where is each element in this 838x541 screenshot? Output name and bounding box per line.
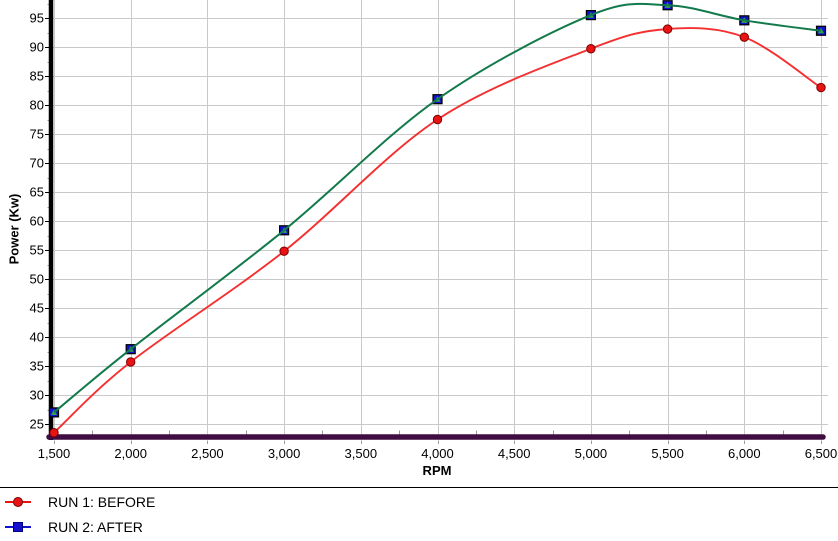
plot-svg: 25 30 35 40 45 50 55 60 65 70 75 80 85 90 95 1,500 2,000…	[30, 0, 838, 461]
y-tick-label: 60	[30, 214, 44, 229]
x-tick-label: 3,500	[345, 446, 378, 461]
y-tick-label: 85	[30, 69, 44, 84]
y-tick-label: 65	[30, 185, 44, 200]
y-tick-label: 75	[30, 127, 44, 142]
run1-data-point	[432, 114, 443, 125]
legend-label-run1: RUN 1: BEFORE	[48, 493, 156, 510]
y-tick-label: 50	[30, 272, 44, 287]
legend-item-run1[interactable]: RUN 1: BEFORE	[0, 489, 155, 514]
run2-square-marker-icon	[5, 520, 31, 534]
run1-data-point	[739, 32, 749, 42]
run1-data-point	[816, 82, 826, 93]
run2-markers	[48, 0, 827, 418]
x-tick-label: 4,500	[498, 446, 531, 461]
x-axis-title: RPM	[422, 463, 452, 478]
x-tick-label: 3,000	[268, 446, 301, 461]
y-tick-label: 35	[30, 359, 44, 374]
legend: RUN 1: BEFORE RUN 2: AFTER	[0, 489, 155, 539]
power-vs-rpm-chart: 25 30 35 40 45 50 55 60 65 70 75 80 85 90 95 1,500 2,000…	[6, 0, 838, 478]
y-tick-label: 95	[30, 11, 44, 26]
gridlines	[51, 0, 828, 437]
x-tick-label: 4,000	[421, 446, 454, 461]
legend-label-run2: RUN 2: AFTER	[48, 518, 143, 535]
legend-item-run2[interactable]: RUN 2: AFTER	[0, 514, 155, 539]
x-tick-label: 5,000	[575, 446, 608, 461]
run1-data-point	[49, 428, 59, 438]
x-tick-label: 2,500	[191, 446, 224, 461]
x-tick-labels: 1,500 2,000 2,500 3,000 3,500 4,000 4,500 5,000…	[38, 446, 838, 461]
run1-data-point	[126, 357, 136, 367]
x-tick-label: 1,500	[38, 446, 71, 461]
run1-markers	[49, 24, 826, 438]
y-tick-label: 40	[30, 330, 44, 345]
legend-separator	[0, 487, 838, 488]
y-axis-title: Power (Kw)	[6, 193, 22, 265]
run1-data-point	[662, 24, 673, 34]
run1-circle-marker-icon	[5, 495, 31, 509]
y-tick-label: 25	[30, 417, 44, 432]
x-tick-label: 6,500	[805, 446, 838, 461]
y-tick-label: 90	[30, 40, 44, 55]
y-tick-label: 30	[30, 388, 44, 403]
run1-data-point	[279, 246, 289, 256]
x-tick-label: 5,500	[651, 446, 684, 461]
y-tick-labels: 25 30 35 40 45 50 55 60 65 70 75 80 85 90 95	[30, 11, 44, 432]
y-tick-label: 70	[30, 156, 44, 171]
x-tick-label: 2,000	[114, 446, 147, 461]
x-tick-label: 6,000	[728, 446, 761, 461]
y-tick-label: 45	[30, 301, 44, 316]
y-tick-label: 55	[30, 243, 44, 258]
run1-line	[53, 27, 822, 434]
run1-data-point	[586, 44, 596, 54]
run2-line	[53, 2, 822, 414]
y-tick-label: 80	[30, 98, 44, 113]
